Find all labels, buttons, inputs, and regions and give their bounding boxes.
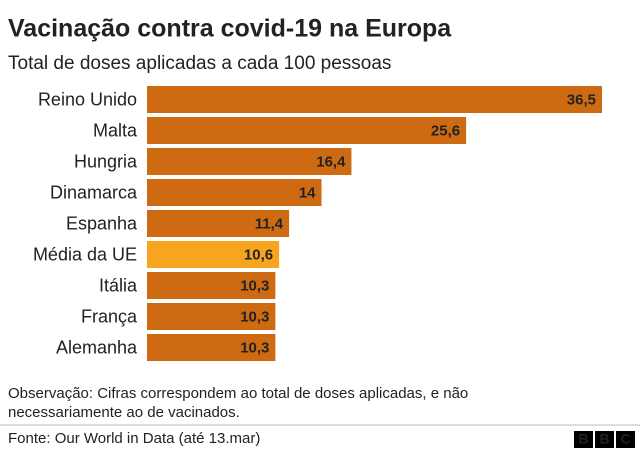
bar [147, 334, 276, 361]
logo-letter: B [599, 431, 609, 447]
data-label: 10,3 [240, 339, 269, 356]
y-tick-label: Hungria [74, 151, 138, 171]
bar [147, 86, 602, 113]
bar [147, 210, 290, 237]
y-tick-label: Malta [93, 120, 138, 140]
bar [147, 148, 352, 175]
logo-box [574, 431, 593, 448]
note: necessariamente ao de vacinados. [8, 404, 240, 421]
logo-letter: C [620, 431, 630, 447]
y-tick-label: Dinamarca [50, 182, 138, 202]
note: Observação: Cifras correspondem ao total… [8, 385, 468, 402]
logo-box [616, 431, 635, 448]
data-label: 10,3 [240, 277, 269, 294]
chart-subtitle: Total de doses aplicadas a cada 100 pess… [8, 53, 391, 74]
data-label: 10,6 [244, 246, 273, 263]
data-label: 10,3 [240, 308, 269, 325]
y-tick-label: Espanha [66, 213, 138, 233]
data-label: 16,4 [316, 153, 346, 170]
y-tick-label: Itália [99, 275, 138, 295]
y-tick-label: Média da UE [33, 244, 137, 264]
bar [147, 179, 322, 206]
bar [147, 241, 280, 268]
logo-box [595, 431, 614, 448]
y-tick-label: França [81, 306, 138, 326]
y-tick-label: Alemanha [56, 337, 138, 357]
data-label: 36,5 [567, 91, 596, 108]
bar [147, 117, 467, 144]
data-label: 25,6 [431, 122, 460, 139]
bar [147, 272, 276, 299]
source: Fonte: Our World in Data (até 13.mar) [8, 430, 260, 447]
chart-title: Vacinação contra covid-19 na Europa [8, 15, 452, 43]
bar [147, 303, 276, 330]
data-label: 11,4 [255, 215, 284, 232]
y-tick-label: Reino Unido [38, 89, 137, 109]
logo-letter: B [578, 431, 588, 447]
data-label: 14 [299, 184, 316, 201]
